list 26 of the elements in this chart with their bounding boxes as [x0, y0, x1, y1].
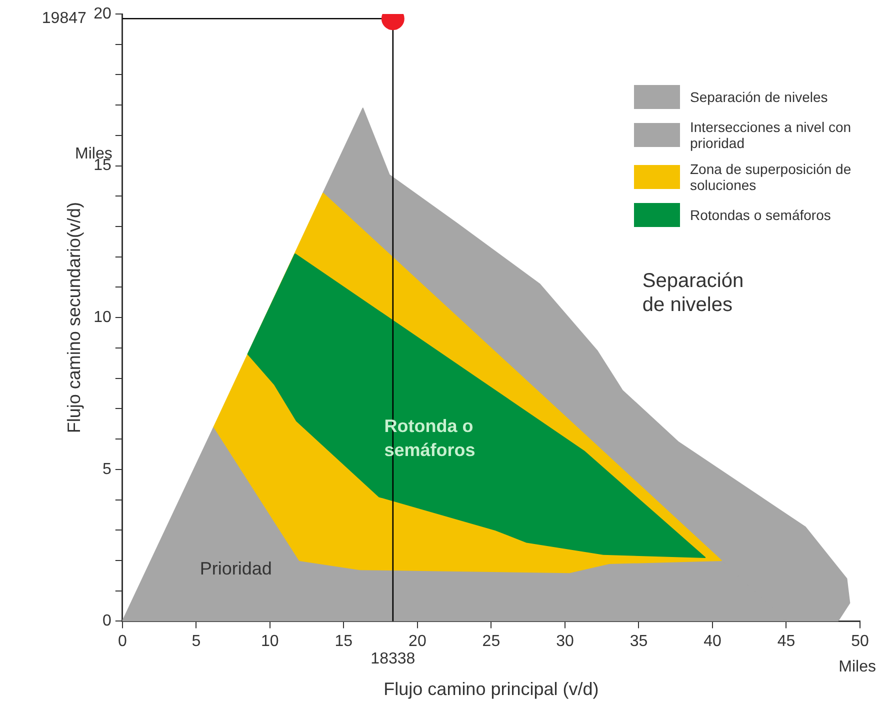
text: Miles — [838, 658, 876, 676]
y-tick-label: 5 — [102, 460, 112, 478]
x-tick-label: 15 — [334, 633, 353, 650]
y-tick-label: 10 — [94, 309, 112, 326]
x-tick-label: 35 — [630, 633, 648, 650]
x-tick-label: 50 — [851, 633, 869, 650]
y-axis-title: Flujo camino secundario(v/d) — [64, 202, 84, 434]
legend-label: Zona de superposición de soluciones — [690, 161, 852, 193]
legend-label: Rotondas o semáforos — [690, 207, 832, 223]
legend-label: Intersecciones a nivel con prioridad — [690, 119, 852, 151]
annotation: 19847 — [42, 10, 86, 28]
x-tick-label: 0 — [118, 633, 127, 650]
x-tick-label: 30 — [556, 633, 574, 650]
annotation: Separación de niveles — [642, 270, 744, 316]
x-tick-label: 25 — [482, 633, 500, 650]
x-tick-label: 40 — [704, 633, 722, 650]
annotation: Prioridad — [200, 558, 272, 579]
x-tick-label: 10 — [261, 633, 279, 650]
x-tick-label: 5 — [192, 633, 201, 650]
legend-label: Separación de niveles — [690, 89, 829, 105]
x-tick-label: 45 — [777, 633, 796, 650]
y-tick-label: 20 — [94, 5, 112, 22]
x-axis-title: Flujo camino principal (v/d) — [384, 679, 599, 700]
y-tick-label: 0 — [102, 612, 112, 630]
x-tick-label: 20 — [408, 633, 426, 650]
annotation: 18338 — [370, 650, 416, 668]
